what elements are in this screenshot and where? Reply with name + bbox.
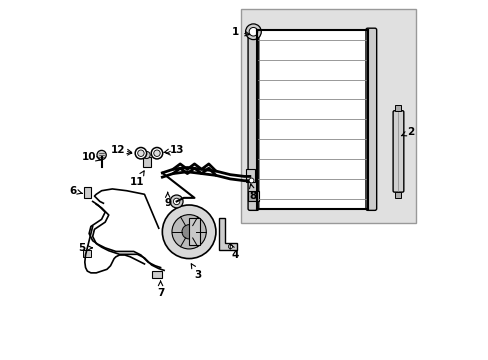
Text: 1: 1 <box>231 27 249 37</box>
Circle shape <box>153 150 160 157</box>
FancyBboxPatch shape <box>365 28 376 210</box>
Text: 2: 2 <box>401 127 413 137</box>
Bar <box>151 271 162 278</box>
Circle shape <box>138 150 144 157</box>
Bar <box>241 9 415 223</box>
FancyBboxPatch shape <box>392 111 403 192</box>
Text: 5: 5 <box>78 243 92 253</box>
Bar <box>247 191 258 202</box>
Circle shape <box>182 225 196 239</box>
Text: 3: 3 <box>191 264 201 280</box>
Text: 12: 12 <box>110 145 131 155</box>
Circle shape <box>245 24 261 40</box>
Text: 10: 10 <box>81 152 100 162</box>
Circle shape <box>172 215 206 249</box>
Circle shape <box>248 27 257 36</box>
Text: 9: 9 <box>164 193 171 208</box>
Bar <box>189 219 200 245</box>
Bar <box>246 169 255 182</box>
Circle shape <box>97 150 106 159</box>
Circle shape <box>143 152 150 158</box>
Circle shape <box>170 195 183 208</box>
Circle shape <box>173 198 180 204</box>
Bar <box>142 157 150 167</box>
Bar <box>83 187 91 198</box>
Text: 11: 11 <box>130 171 144 187</box>
Bar <box>257 30 367 208</box>
FancyBboxPatch shape <box>247 28 258 210</box>
Text: 8: 8 <box>249 184 257 201</box>
Text: 4: 4 <box>230 244 239 260</box>
Circle shape <box>162 205 216 258</box>
Text: 13: 13 <box>163 145 183 155</box>
Text: 6: 6 <box>69 186 82 196</box>
Polygon shape <box>219 217 237 249</box>
Bar <box>83 250 91 257</box>
Text: 7: 7 <box>157 281 164 297</box>
Circle shape <box>135 148 146 159</box>
Circle shape <box>151 148 163 159</box>
